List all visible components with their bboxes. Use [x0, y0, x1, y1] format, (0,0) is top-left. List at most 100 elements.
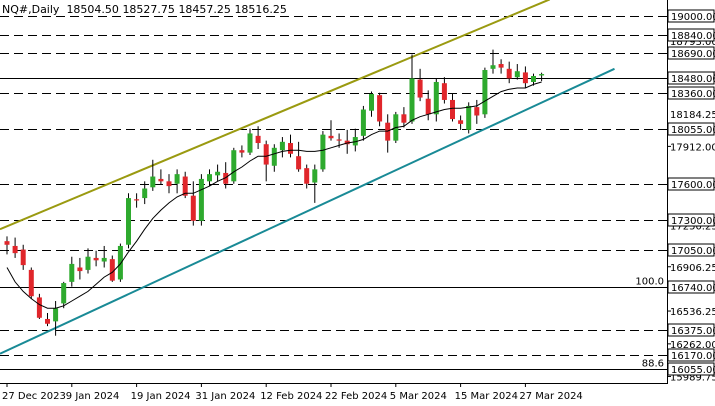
candle-43 — [352, 128, 358, 152]
candle-61 — [498, 59, 504, 74]
candle-body-up — [69, 263, 75, 282]
candle-27 — [223, 162, 229, 189]
candle-body-up — [466, 105, 472, 130]
candle-body-up — [53, 308, 59, 322]
candle-body-up — [539, 74, 545, 76]
candle-25 — [207, 169, 212, 187]
candle-23 — [190, 181, 196, 226]
candle-66 — [539, 72, 545, 82]
level-label-7: 17300.00 — [671, 216, 715, 227]
candlesticks — [4, 49, 545, 336]
candle-29 — [239, 145, 245, 158]
overlapped-tick-label-0: 18793.00 — [670, 37, 715, 48]
candle-52 — [425, 90, 431, 121]
candle-body-up — [352, 137, 358, 146]
candle-0 — [4, 236, 10, 255]
candle-47 — [385, 114, 391, 153]
candle-body-down — [223, 172, 229, 184]
candle-65 — [531, 73, 536, 86]
candle-24 — [198, 174, 204, 226]
candle-body-down — [498, 64, 504, 68]
candle-body-up — [271, 147, 277, 166]
price-tick-label-3: 16536.25 — [670, 307, 715, 318]
moving-average — [6, 81, 542, 309]
candle-7 — [61, 281, 67, 309]
candle-body-up — [433, 81, 439, 115]
candle-body-up — [247, 133, 253, 153]
candle-49 — [401, 107, 407, 128]
level-note-9: 100.0 — [635, 277, 664, 288]
candle-body-down — [450, 99, 455, 120]
level-note-12: 88.6 — [642, 359, 664, 370]
candle-body-down — [425, 98, 431, 115]
candle-14 — [117, 243, 123, 282]
ma-line — [6, 81, 542, 309]
candle-4 — [36, 293, 42, 319]
candle-2 — [20, 244, 26, 270]
high-value: 18527.75 — [122, 3, 175, 16]
candle-body-down — [336, 139, 342, 141]
candle-body-up — [490, 65, 496, 69]
price-tick-label-0: 17912.00 — [670, 142, 715, 153]
level-box-9 — [667, 280, 715, 294]
price-tick-label-5: 15989.75 — [670, 372, 715, 383]
candle-38 — [312, 164, 318, 203]
candle-body-up — [117, 245, 123, 280]
candle-6 — [53, 301, 59, 336]
candle-body-down — [417, 79, 423, 98]
level-box-4 — [667, 86, 715, 100]
candle-body-up — [279, 141, 285, 151]
candle-body-up — [142, 188, 148, 199]
candle-53 — [433, 78, 439, 122]
candle-12 — [101, 245, 107, 268]
upper-channel-line — [0, 0, 551, 231]
candle-body-up — [126, 198, 131, 245]
candle-body-down — [77, 267, 83, 272]
candle-body-up — [198, 178, 204, 221]
open-value: 18504.50 — [66, 3, 119, 16]
candle-body-down — [474, 107, 480, 116]
candle-54 — [441, 77, 447, 104]
candle-60 — [490, 49, 496, 74]
candle-body-down — [134, 199, 140, 201]
candle-body-down — [28, 269, 34, 297]
trend-channels — [0, 0, 615, 355]
candle-body-down — [255, 135, 261, 144]
candle-40 — [328, 120, 334, 141]
price-tick-label-1: 17250.25 — [670, 222, 715, 233]
candle-13 — [109, 255, 115, 282]
candle-body-down — [158, 178, 164, 182]
candle-body-down — [166, 181, 172, 187]
level-box-1 — [667, 28, 715, 42]
level-label-6: 17600.00 — [671, 180, 715, 191]
candle-33 — [271, 144, 277, 172]
candle-62 — [506, 61, 512, 84]
candle-51 — [417, 68, 423, 102]
level-box-11 — [667, 348, 715, 362]
candle-body-down — [385, 122, 391, 141]
level-label-3: 18480.00 — [671, 74, 715, 85]
symbol-label: NQ#,Daily — [2, 3, 60, 16]
candle-10 — [85, 248, 91, 274]
candle-body-down — [182, 176, 188, 196]
time-tick-label-8: 27 Mar 2024 — [519, 391, 582, 402]
level-box-8 — [667, 243, 715, 257]
candle-body-up — [150, 176, 156, 188]
candle-45 — [369, 91, 374, 117]
candle-body-up — [320, 134, 326, 170]
candle-body-down — [296, 156, 302, 170]
time-tick-label-4: 12 Feb 2024 — [260, 391, 322, 402]
candle-5 — [45, 312, 50, 327]
candle-28 — [231, 147, 237, 184]
candle-36 — [296, 141, 302, 172]
candle-body-up — [409, 78, 415, 122]
candle-body-down — [36, 297, 42, 318]
candle-body-up — [101, 257, 107, 262]
candle-9 — [77, 257, 83, 280]
candle-30 — [247, 128, 253, 155]
candle-body-down — [239, 150, 245, 153]
candle-3 — [28, 267, 34, 299]
